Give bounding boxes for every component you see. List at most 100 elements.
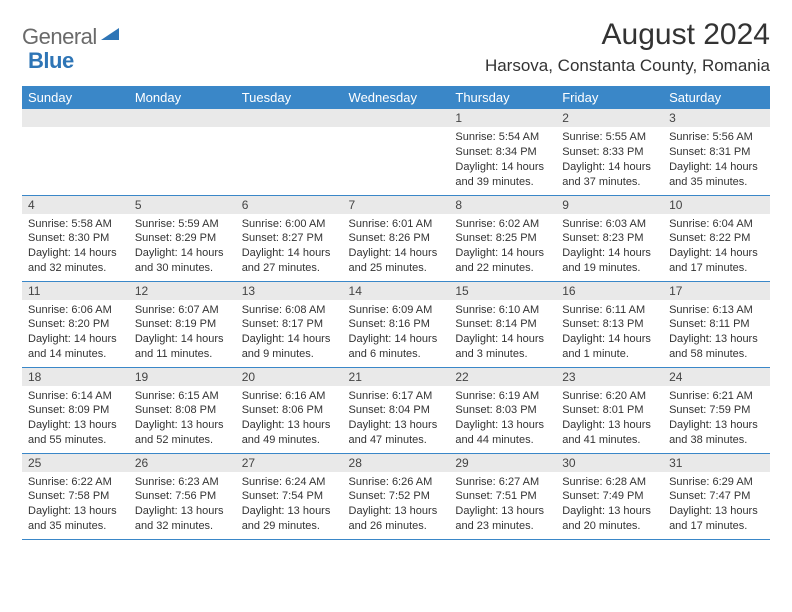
empty-day xyxy=(22,109,129,127)
daylight-line-2: and 52 minutes. xyxy=(135,433,230,448)
sunrise-line: Sunrise: 6:10 AM xyxy=(455,303,550,318)
day-details: Sunrise: 6:07 AMSunset: 8:19 PMDaylight:… xyxy=(129,300,236,364)
daylight-line-2: and 32 minutes. xyxy=(135,519,230,534)
sunset-line: Sunset: 8:30 PM xyxy=(28,231,123,246)
sunset-line: Sunset: 8:20 PM xyxy=(28,317,123,332)
weekday-header: Sunday xyxy=(22,86,129,109)
sunrise-line: Sunrise: 6:21 AM xyxy=(669,389,764,404)
day-number: 31 xyxy=(663,454,770,472)
day-number: 1 xyxy=(449,109,556,127)
daylight-line-1: Daylight: 13 hours xyxy=(28,418,123,433)
daylight-line-1: Daylight: 14 hours xyxy=(562,160,657,175)
sunrise-line: Sunrise: 6:23 AM xyxy=(135,475,230,490)
daylight-line-1: Daylight: 13 hours xyxy=(455,418,550,433)
calendar-cell: 16Sunrise: 6:11 AMSunset: 8:13 PMDayligh… xyxy=(556,281,663,367)
sunrise-line: Sunrise: 6:22 AM xyxy=(28,475,123,490)
sunset-line: Sunset: 7:52 PM xyxy=(349,489,444,504)
daylight-line-1: Daylight: 13 hours xyxy=(562,504,657,519)
day-details: Sunrise: 6:27 AMSunset: 7:51 PMDaylight:… xyxy=(449,472,556,536)
sunrise-line: Sunrise: 5:58 AM xyxy=(28,217,123,232)
daylight-line-2: and 35 minutes. xyxy=(669,175,764,190)
daylight-line-1: Daylight: 14 hours xyxy=(349,246,444,261)
day-details: Sunrise: 6:10 AMSunset: 8:14 PMDaylight:… xyxy=(449,300,556,364)
daylight-line-1: Daylight: 14 hours xyxy=(135,332,230,347)
sunset-line: Sunset: 7:49 PM xyxy=(562,489,657,504)
sunset-line: Sunset: 8:19 PM xyxy=(135,317,230,332)
sunrise-line: Sunrise: 6:04 AM xyxy=(669,217,764,232)
daylight-line-2: and 32 minutes. xyxy=(28,261,123,276)
day-details: Sunrise: 5:59 AMSunset: 8:29 PMDaylight:… xyxy=(129,214,236,278)
empty-day xyxy=(236,109,343,127)
calendar-cell: 23Sunrise: 6:20 AMSunset: 8:01 PMDayligh… xyxy=(556,367,663,453)
calendar-cell: 9Sunrise: 6:03 AMSunset: 8:23 PMDaylight… xyxy=(556,195,663,281)
calendar-cell: 11Sunrise: 6:06 AMSunset: 8:20 PMDayligh… xyxy=(22,281,129,367)
daylight-line-1: Daylight: 14 hours xyxy=(562,246,657,261)
daylight-line-1: Daylight: 14 hours xyxy=(669,160,764,175)
sunrise-line: Sunrise: 6:09 AM xyxy=(349,303,444,318)
logo: General xyxy=(22,24,121,50)
daylight-line-1: Daylight: 13 hours xyxy=(669,332,764,347)
daylight-line-2: and 22 minutes. xyxy=(455,261,550,276)
daylight-line-1: Daylight: 14 hours xyxy=(455,160,550,175)
daylight-line-2: and 25 minutes. xyxy=(349,261,444,276)
daylight-line-2: and 39 minutes. xyxy=(455,175,550,190)
day-details: Sunrise: 5:55 AMSunset: 8:33 PMDaylight:… xyxy=(556,127,663,191)
calendar-cell: 3Sunrise: 5:56 AMSunset: 8:31 PMDaylight… xyxy=(663,109,770,195)
calendar-cell: 14Sunrise: 6:09 AMSunset: 8:16 PMDayligh… xyxy=(343,281,450,367)
calendar-cell: 21Sunrise: 6:17 AMSunset: 8:04 PMDayligh… xyxy=(343,367,450,453)
day-number: 8 xyxy=(449,196,556,214)
sunrise-line: Sunrise: 6:26 AM xyxy=(349,475,444,490)
sunrise-line: Sunrise: 6:28 AM xyxy=(562,475,657,490)
day-number: 7 xyxy=(343,196,450,214)
day-number: 3 xyxy=(663,109,770,127)
day-details: Sunrise: 6:09 AMSunset: 8:16 PMDaylight:… xyxy=(343,300,450,364)
empty-day xyxy=(343,109,450,127)
daylight-line-2: and 17 minutes. xyxy=(669,519,764,534)
calendar-cell: 12Sunrise: 6:07 AMSunset: 8:19 PMDayligh… xyxy=(129,281,236,367)
title-block: August 2024 Harsova, Constanta County, R… xyxy=(485,18,770,76)
day-details: Sunrise: 6:11 AMSunset: 8:13 PMDaylight:… xyxy=(556,300,663,364)
daylight-line-2: and 23 minutes. xyxy=(455,519,550,534)
calendar-cell: 20Sunrise: 6:16 AMSunset: 8:06 PMDayligh… xyxy=(236,367,343,453)
calendar-cell: 31Sunrise: 6:29 AMSunset: 7:47 PMDayligh… xyxy=(663,453,770,539)
calendar-cell: 26Sunrise: 6:23 AMSunset: 7:56 PMDayligh… xyxy=(129,453,236,539)
calendar-page: General August 2024 Harsova, Constanta C… xyxy=(0,0,792,552)
sunset-line: Sunset: 8:22 PM xyxy=(669,231,764,246)
calendar-cell: 25Sunrise: 6:22 AMSunset: 7:58 PMDayligh… xyxy=(22,453,129,539)
calendar-cell: 18Sunrise: 6:14 AMSunset: 8:09 PMDayligh… xyxy=(22,367,129,453)
calendar-cell xyxy=(22,109,129,195)
daylight-line-1: Daylight: 13 hours xyxy=(28,504,123,519)
sunset-line: Sunset: 8:13 PM xyxy=(562,317,657,332)
empty-day xyxy=(129,109,236,127)
sunset-line: Sunset: 7:47 PM xyxy=(669,489,764,504)
day-details: Sunrise: 6:19 AMSunset: 8:03 PMDaylight:… xyxy=(449,386,556,450)
calendar-cell xyxy=(236,109,343,195)
sunrise-line: Sunrise: 6:06 AM xyxy=(28,303,123,318)
daylight-line-1: Daylight: 14 hours xyxy=(242,246,337,261)
weekday-header: Saturday xyxy=(663,86,770,109)
sunset-line: Sunset: 8:31 PM xyxy=(669,145,764,160)
header: General August 2024 Harsova, Constanta C… xyxy=(22,18,770,76)
logo-triangle-icon xyxy=(101,26,119,45)
day-number: 11 xyxy=(22,282,129,300)
sunrise-line: Sunrise: 6:27 AM xyxy=(455,475,550,490)
day-number: 5 xyxy=(129,196,236,214)
daylight-line-2: and 35 minutes. xyxy=(28,519,123,534)
day-number: 16 xyxy=(556,282,663,300)
sunrise-line: Sunrise: 6:11 AM xyxy=(562,303,657,318)
daylight-line-1: Daylight: 14 hours xyxy=(349,332,444,347)
sunset-line: Sunset: 8:23 PM xyxy=(562,231,657,246)
daylight-line-1: Daylight: 13 hours xyxy=(562,418,657,433)
day-number: 13 xyxy=(236,282,343,300)
daylight-line-2: and 17 minutes. xyxy=(669,261,764,276)
calendar-week-row: 11 Sunrise: 6:06 AMSunset: 8:20 PM Dayligh… xyxy=(22,281,770,367)
daylight-line-1: Daylight: 13 hours xyxy=(242,418,337,433)
day-details: Sunrise: 6:02 AMSunset: 8:25 PMDaylight:… xyxy=(449,214,556,278)
calendar-cell: 1Sunrise: 5:54 AMSunset: 8:34 PMDaylight… xyxy=(449,109,556,195)
daylight-line-2: and 20 minutes. xyxy=(562,519,657,534)
sunset-line: Sunset: 8:33 PM xyxy=(562,145,657,160)
daylight-line-1: Daylight: 14 hours xyxy=(455,246,550,261)
calendar-cell: 30Sunrise: 6:28 AMSunset: 7:49 PMDayligh… xyxy=(556,453,663,539)
sunrise-line: Sunrise: 6:03 AM xyxy=(562,217,657,232)
day-details: Sunrise: 6:00 AMSunset: 8:27 PMDaylight:… xyxy=(236,214,343,278)
